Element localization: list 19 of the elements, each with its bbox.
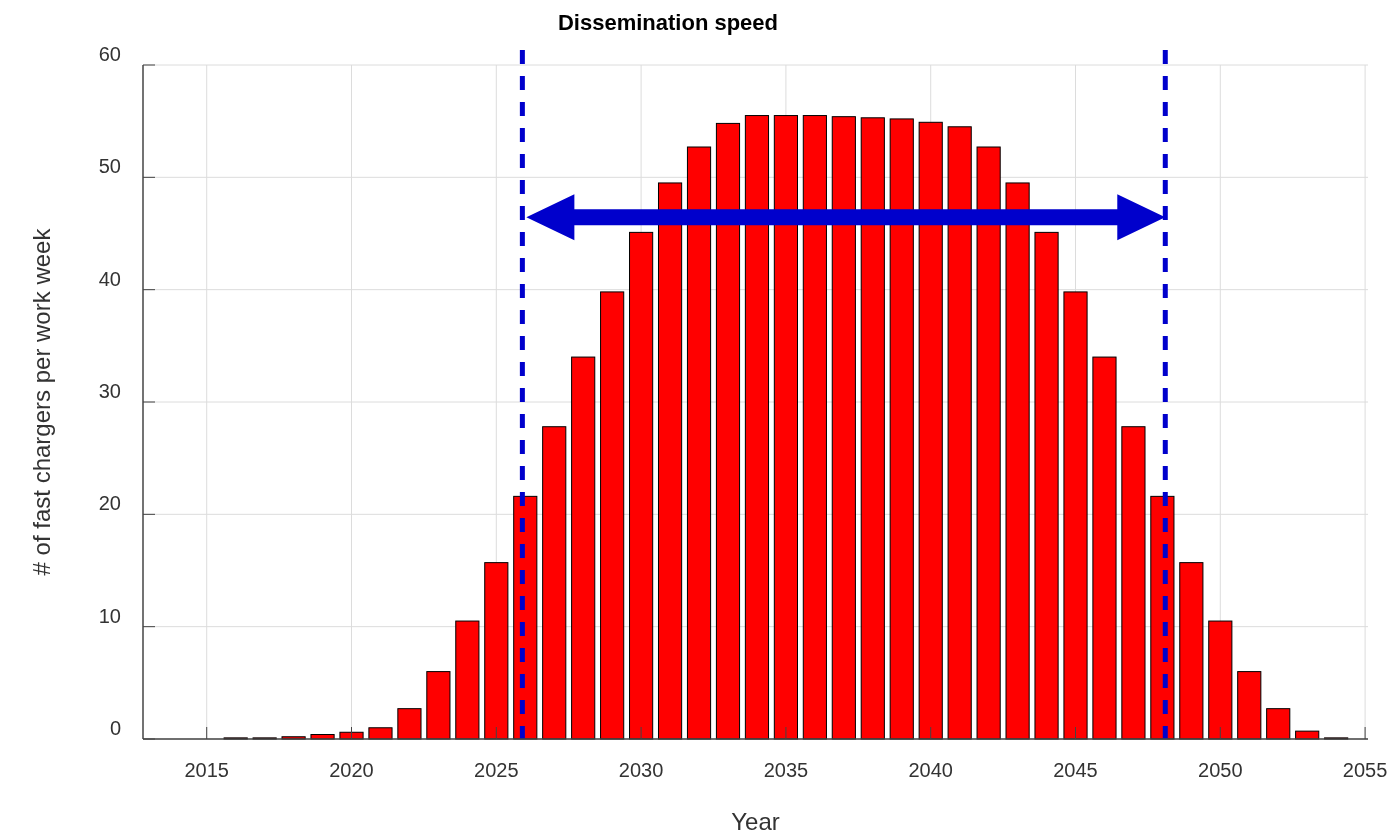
y-tick-label: 60 <box>98 43 121 65</box>
x-tick-label: 2040 <box>908 759 953 781</box>
y-tick-label: 20 <box>98 492 121 515</box>
x-tick-label: 2030 <box>618 759 664 781</box>
x-axis-title: Year <box>731 808 780 832</box>
x-tick-label: 2055 <box>1342 759 1388 781</box>
chart-title: Dissemination speed <box>557 10 779 35</box>
x-tick-label: 2045 <box>1053 759 1098 781</box>
x-tick-label: 2020 <box>329 759 374 781</box>
y-tick-label: 30 <box>98 380 121 402</box>
y-axis-title: # of fast chargers per work week <box>28 227 55 576</box>
x-tick-label: 2025 <box>474 759 519 781</box>
x-tick-label: 2035 <box>763 759 809 781</box>
y-tick-label: 10 <box>98 604 121 627</box>
y-tick-label: 50 <box>98 155 121 178</box>
y-tick-label: 40 <box>98 267 121 290</box>
x-tick-label: 2015 <box>184 759 229 781</box>
y-tick-label: 0 <box>109 717 121 739</box>
x-tick-label: 2050 <box>1198 759 1243 781</box>
